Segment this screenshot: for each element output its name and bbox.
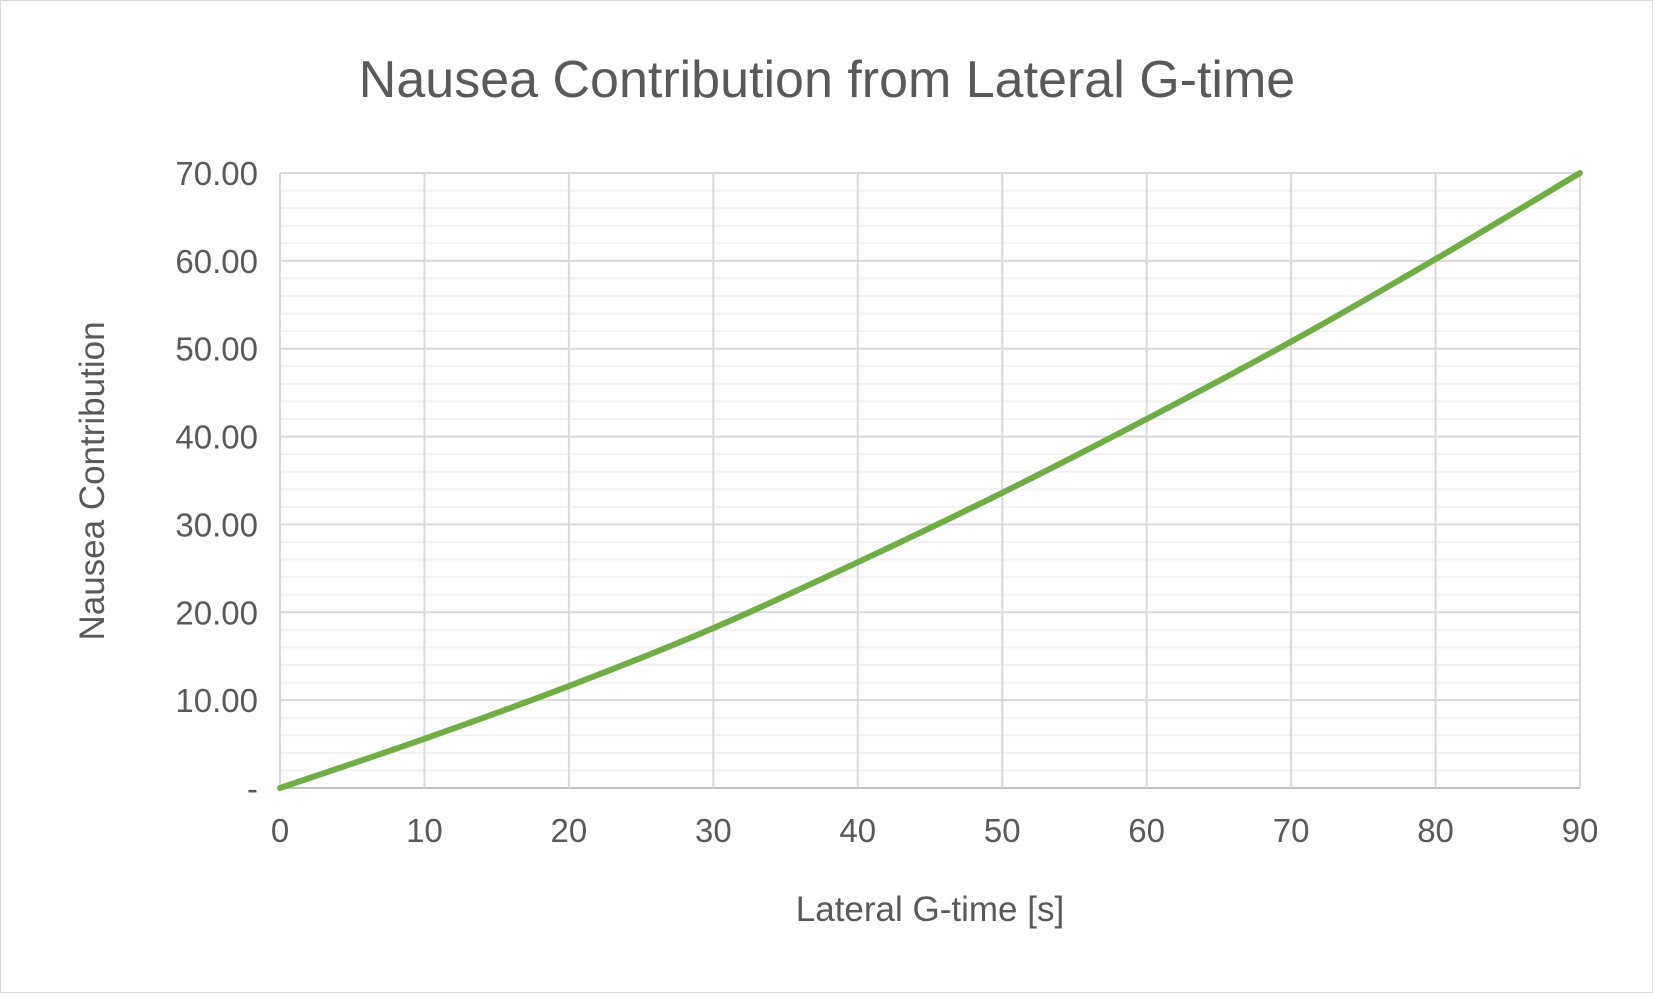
y-axis-ticks: - 10.00 20.00 30.00 40.00 50.00 60.00 70.00 [175,155,258,807]
x-tick-label: 40 [839,812,876,849]
series-line [280,173,1580,788]
x-axis-label: Lateral G-time [s] [796,890,1064,929]
x-tick-label: 50 [984,812,1021,849]
y-tick-label: 70.00 [175,155,258,192]
y-axis-label: Nausea Contribution [73,321,112,640]
x-tick-label: 90 [1562,812,1599,849]
x-tick-label: 10 [406,812,443,849]
y-tick-label: 10.00 [175,682,258,719]
y-tick-label: 50.00 [175,331,258,368]
series-layer [280,173,1580,788]
major-gridlines [280,173,1580,788]
y-tick-label: 20.00 [175,594,258,631]
x-tick-label: 20 [551,812,588,849]
x-axis-ticks: 0 10 20 30 40 50 60 70 80 90 [271,812,1599,849]
x-tick-label: 80 [1417,812,1454,849]
chart-title: Nausea Contribution from Lateral G-time [359,51,1295,109]
y-tick-label: 40.00 [175,419,258,456]
x-tick-label: 0 [271,812,289,849]
x-tick-label: 30 [695,812,732,849]
y-tick-label: 30.00 [175,506,258,543]
minor-gridlines [280,191,1580,771]
y-tick-label: - [247,770,258,807]
x-tick-label: 60 [1128,812,1165,849]
x-tick-label: 70 [1273,812,1310,849]
y-tick-label: 60.00 [175,243,258,280]
